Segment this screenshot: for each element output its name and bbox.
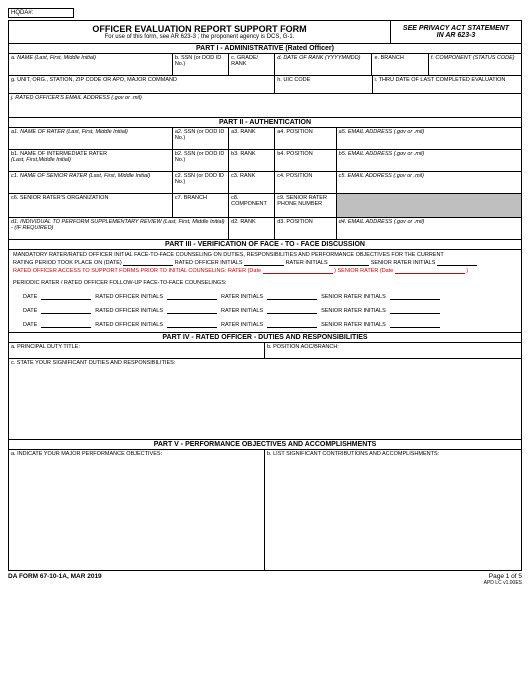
part1-row2: g. UNIT, ORG., STATION, ZIP CODE OR APO,… xyxy=(9,76,521,94)
field-sr-rater-rank[interactable]: c3. RANK xyxy=(229,172,275,193)
field-ri-1[interactable] xyxy=(267,292,317,300)
footer-form-id: DA FORM 67-10-1A, MAR 2019 xyxy=(8,573,102,586)
field-sr-rater-name[interactable]: c1. NAME OF SENIOR RATER (Last, First, M… xyxy=(9,172,173,193)
field-accomplishments[interactable]: b. LIST SIGNIFICANT CONTRIBUTIONS AND AC… xyxy=(265,450,521,570)
counsel-row-1: DATE RATED OFFICER INITIALS RATER INITIA… xyxy=(23,292,517,300)
field-rater-position[interactable]: a4. POSITION xyxy=(275,128,336,149)
field-date-1[interactable] xyxy=(41,292,91,300)
field-int-rater-rank[interactable]: b3. RANK xyxy=(229,150,275,171)
field-roi-3[interactable] xyxy=(167,320,217,328)
field-supp-position[interactable]: d3. POSITION xyxy=(275,218,336,239)
field-ri[interactable] xyxy=(329,258,369,266)
privacy-line-2: IN AR 623-3 xyxy=(395,32,517,39)
field-grade[interactable]: c. GRADE/ RANK xyxy=(229,54,275,75)
header-right: SEE PRIVACY ACT STATEMENT IN AR 623-3 xyxy=(391,21,521,43)
field-roi[interactable] xyxy=(244,258,284,266)
field-position-aoc[interactable]: b. POSITION AOC/BRANCH: xyxy=(265,343,521,358)
field-supp-review[interactable]: d1. INDIVIDUAL TO PERFORM SUPPLEMENTARY … xyxy=(9,218,229,239)
field-sri-1[interactable] xyxy=(390,292,440,300)
part4-heading: PART IV - RATED OFFICER - DUTIES AND RES… xyxy=(9,333,521,343)
part2-row-c6: c6. SENIOR RATER'S ORGANIZATION c7. BRAN… xyxy=(9,194,521,218)
part3-red-line: RATED OFFICER ACCESS TO SUPPORT FORMS PR… xyxy=(13,266,517,274)
field-rater-rank[interactable]: a3. RANK xyxy=(229,128,275,149)
field-unit[interactable]: g. UNIT, ORG., STATION, ZIP CODE OR APO,… xyxy=(9,76,275,93)
header-left: OFFICER EVALUATION REPORT SUPPORT FORM F… xyxy=(9,21,391,43)
field-roi-1[interactable] xyxy=(167,292,217,300)
footer: DA FORM 67-10-1A, MAR 2019 Page 1 of 5 A… xyxy=(8,573,522,586)
form-subtitle: For use of this form, see AR 623-3 ; the… xyxy=(13,34,386,40)
field-int-rater-position[interactable]: b4. POSITION xyxy=(275,150,336,171)
field-rated-officer-email[interactable]: j. RATED OFFICER'S EMAIL ADDRESS (.gov o… xyxy=(9,94,521,117)
form-header: OFFICER EVALUATION REPORT SUPPORT FORM F… xyxy=(9,21,521,44)
counsel-row-3: DATE RATED OFFICER INITIALS RATER INITIA… xyxy=(23,320,517,328)
field-sr-rater-email[interactable]: c5. EMAIL ADDRESS (.gov or .mil) xyxy=(337,172,521,193)
field-int-rater-email[interactable]: b5. EMAIL ADDRESS (.gov or .mil) xyxy=(337,150,521,171)
footer-page: Page 1 of 5 xyxy=(484,573,522,580)
field-rater-email[interactable]: a5. EMAIL ADDRESS (.gov or .mil) xyxy=(337,128,521,149)
field-duty-title[interactable]: a. PRINCIPAL DUTY TITLE: xyxy=(9,343,265,358)
field-sr-rater-position[interactable]: c4. POSITION xyxy=(275,172,336,193)
field-supp-email[interactable]: d4. EMAIL ADDRESS (.gov or .mil) xyxy=(337,218,521,239)
privacy-line-1: SEE PRIVACY ACT STATEMENT xyxy=(395,25,517,32)
counsel-row-2: DATE RATED OFFICER INITIALS RATER INITIA… xyxy=(23,306,517,314)
part2-row-a: a1. NAME OF RATER (Last, First, Middle I… xyxy=(9,128,521,150)
form-container: OFFICER EVALUATION REPORT SUPPORT FORM F… xyxy=(8,20,522,571)
field-sri[interactable] xyxy=(437,258,477,266)
field-int-rater-name[interactable]: b1. NAME OF INTERMEDIATE RATER(Last, Fir… xyxy=(9,150,173,171)
field-date-3[interactable] xyxy=(41,320,91,328)
part3-line2: RATING PERIOD TOOK PLACE ON (DATE) RATED… xyxy=(13,258,517,266)
field-ssn[interactable]: b. SSN (or DOD ID No.) xyxy=(173,54,229,75)
field-date-of-rank[interactable]: d. DATE OF RANK (YYYYMMDD) xyxy=(275,54,372,75)
field-sr-rater-ssn[interactable]: c2. SSN (or DOD ID No.) xyxy=(173,172,229,193)
part1-row3: j. RATED OFFICER'S EMAIL ADDRESS (.gov o… xyxy=(9,94,521,118)
form-title: OFFICER EVALUATION REPORT SUPPORT FORM xyxy=(13,24,386,34)
part2-row-d: d1. INDIVIDUAL TO PERFORM SUPPLEMENTARY … xyxy=(9,218,521,240)
part2-row-c: c1. NAME OF SENIOR RATER (Last, First, M… xyxy=(9,172,521,194)
field-sr-component[interactable]: c8. COMPONENT xyxy=(229,194,275,217)
part5-heading: PART V - PERFORMANCE OBJECTIVES AND ACCO… xyxy=(9,440,521,450)
field-ri-2[interactable] xyxy=(267,306,317,314)
field-sr-rater-org[interactable]: c6. SENIOR RATER'S ORGANIZATION xyxy=(9,194,173,217)
part1-heading: PART I - ADMINISTRATIVE (Rated Officer) xyxy=(9,44,521,54)
field-rater-name[interactable]: a1. NAME OF RATER (Last, First, Middle I… xyxy=(9,128,173,149)
field-uic[interactable]: h. UIC CODE xyxy=(275,76,372,93)
part2-row-b: b1. NAME OF INTERMEDIATE RATER(Last, Fir… xyxy=(9,150,521,172)
field-thru-date[interactable]: i. THRU DATE OF LAST COMPLETED EVALUATIO… xyxy=(373,76,521,93)
field-red-rater-date[interactable] xyxy=(263,266,333,274)
part3-periodic: PERIODIC RATER / RATED OFFICER FOLLOW-UP… xyxy=(13,280,517,286)
footer-apd: APD LC v1.00ES xyxy=(484,580,522,586)
field-duties[interactable]: c. STATE YOUR SIGNIFICANT DUTIES AND RES… xyxy=(9,359,521,439)
field-int-rater-ssn[interactable]: b2. SSN (or DOD ID No.) xyxy=(173,150,229,171)
part2-heading: PART II - AUTHENTICATION xyxy=(9,118,521,128)
part4-row-c: c. STATE YOUR SIGNIFICANT DUTIES AND RES… xyxy=(9,359,521,440)
field-red-sr-date[interactable] xyxy=(395,266,465,274)
field-sri-2[interactable] xyxy=(390,306,440,314)
part1-row1: a. NAME (Last, First, Middle Initial) b.… xyxy=(9,54,521,76)
hqda-box: HQDA#: xyxy=(8,8,74,18)
field-ri-3[interactable] xyxy=(267,320,317,328)
field-sr-phone[interactable]: c9. SENIOR RATER PHONE NUMBER xyxy=(275,194,336,217)
field-branch[interactable]: e. BRANCH xyxy=(372,54,428,75)
field-sri-3[interactable] xyxy=(390,320,440,328)
field-rater-ssn[interactable]: a2. SSN (or DOD ID No.) xyxy=(173,128,229,149)
field-name[interactable]: a. NAME (Last, First, Middle Initial) xyxy=(9,54,173,75)
part3-heading: PART III - VERIFICATION OF FACE - TO - F… xyxy=(9,240,521,250)
part5-row: a. INDICATE YOUR MAJOR PERFORMANCE OBJEC… xyxy=(9,450,521,570)
field-supp-rank[interactable]: d2. RANK xyxy=(229,218,275,239)
field-sr-branch[interactable]: c7. BRANCH xyxy=(173,194,229,217)
field-roi-2[interactable] xyxy=(167,306,217,314)
part4-row-ab: a. PRINCIPAL DUTY TITLE: b. POSITION AOC… xyxy=(9,343,521,359)
gray-cell xyxy=(337,194,521,217)
footer-right: Page 1 of 5 APD LC v1.00ES xyxy=(484,573,522,586)
part3-body: MANDATORY RATER/RATED OFFICER INITIAL FA… xyxy=(9,250,521,333)
field-component[interactable]: f. COMPONENT (STATUS CODE) xyxy=(429,54,521,75)
field-date-2[interactable] xyxy=(41,306,91,314)
field-objectives[interactable]: a. INDICATE YOUR MAJOR PERFORMANCE OBJEC… xyxy=(9,450,265,570)
field-counsel-date[interactable] xyxy=(123,258,173,266)
